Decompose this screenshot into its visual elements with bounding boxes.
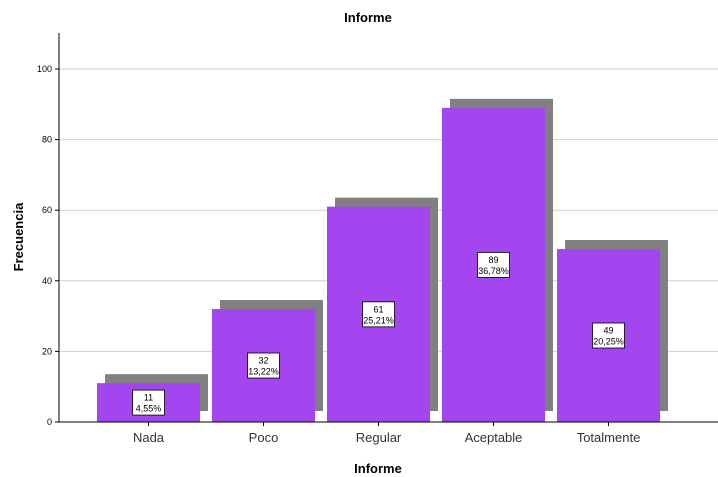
data-label-count: 89 [488, 255, 498, 265]
x-tick-label: Regular [356, 430, 402, 445]
x-ticks: Nada Poco Regular Aceptable Totalmente [133, 422, 640, 445]
y-tick-label: 60 [42, 205, 52, 215]
x-axis-title: Informe [354, 461, 402, 476]
data-label-count: 32 [258, 356, 268, 366]
data-label-percent: 13,22% [248, 367, 279, 377]
data-label-box [592, 322, 625, 349]
y-tick-label: 100 [37, 64, 52, 74]
data-label-percent: 4,55% [136, 404, 162, 414]
data-label-count: 49 [603, 326, 613, 336]
y-tick-label: 80 [42, 135, 52, 145]
data-label-box [132, 389, 165, 416]
data-label-box [362, 301, 395, 328]
y-tick-label: 0 [47, 417, 52, 427]
x-tick-label: Poco [249, 430, 279, 445]
data-label-box [247, 352, 280, 379]
x-tick-label: Totalmente [577, 430, 641, 445]
bars [97, 98, 668, 422]
data-label-percent: 25,21% [363, 315, 394, 325]
x-tick-label: Nada [133, 430, 165, 445]
data-label-box [477, 252, 510, 278]
data-label-count: 61 [373, 304, 383, 314]
data-label-percent: 20,25% [593, 337, 624, 347]
chart-title: Informe [344, 10, 392, 25]
y-tick-label: 20 [42, 346, 52, 356]
data-label-count: 11 [144, 393, 153, 403]
x-tick-label: Aceptable [465, 430, 523, 445]
data-label-percent: 36,78% [478, 266, 509, 276]
y-axis-title: Frecuencia [11, 202, 26, 271]
y-ticks: 0 20 40 60 80 100 [37, 64, 59, 427]
y-tick-label: 40 [42, 276, 52, 286]
